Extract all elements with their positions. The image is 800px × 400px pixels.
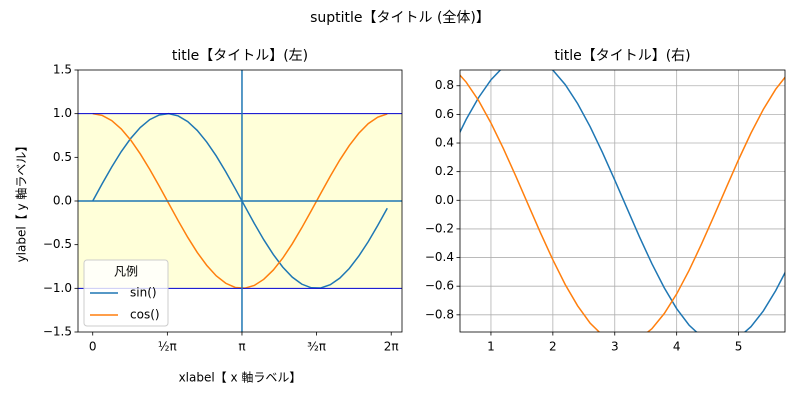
x-tick-label: 4 — [673, 340, 681, 354]
legend-title: 凡例 — [114, 265, 138, 279]
axes-title: title【タイトル】(左) — [172, 48, 308, 64]
series-line — [460, 70, 785, 332]
y-tick-label: 0.8 — [435, 78, 454, 92]
x-tick-label: 2 — [549, 340, 557, 354]
y-tick-label: −1.0 — [43, 281, 72, 295]
y-tick-label: −0.6 — [425, 279, 454, 293]
y-tick-label: 0.6 — [435, 107, 454, 121]
x-tick-label: 2π — [384, 340, 399, 354]
series-line — [92, 112, 388, 289]
y-tick-label: 0.2 — [435, 164, 454, 178]
y-axis-label: ylabel【 y 軸ラベル】 — [15, 140, 29, 263]
y-tick-label: 0.0 — [435, 193, 454, 207]
x-tick-label: 0 — [89, 340, 97, 354]
x-tick-label: ½π — [158, 340, 177, 354]
y-tick-label: 1.5 — [53, 63, 72, 77]
axes-title: title【タイトル】(右) — [554, 48, 690, 64]
x-tick-label: 5 — [735, 340, 743, 354]
y-tick-label: 0.5 — [53, 150, 72, 164]
series-line — [460, 74, 785, 332]
legend-label: cos() — [130, 308, 160, 322]
x-axis-label: xlabel【 x 軸ラベル】 — [179, 371, 302, 385]
y-tick-label: −1.5 — [43, 325, 72, 339]
axes-frame — [459, 69, 786, 333]
x-tick-label: 3 — [611, 340, 619, 354]
y-tick-label: −0.4 — [425, 250, 454, 264]
y-tick-label: −0.2 — [425, 221, 454, 235]
y-tick-label: 0.0 — [53, 194, 72, 208]
legend-label: sin() — [130, 286, 157, 300]
x-tick-label: π — [238, 340, 245, 354]
suptitle: suptitle【タイトル (全体)】 — [310, 9, 490, 26]
x-tick-label: ³⁄₂π — [307, 340, 326, 354]
legend-box — [83, 259, 169, 327]
y-tick-label: −0.8 — [425, 307, 454, 321]
x-tick-label: 1 — [487, 340, 495, 354]
y-tick-label: 0.4 — [435, 136, 454, 150]
series-line — [92, 112, 388, 289]
y-tick-label: −0.5 — [43, 237, 72, 251]
y-tick-label: 1.0 — [53, 106, 72, 120]
plot-area — [460, 70, 785, 332]
